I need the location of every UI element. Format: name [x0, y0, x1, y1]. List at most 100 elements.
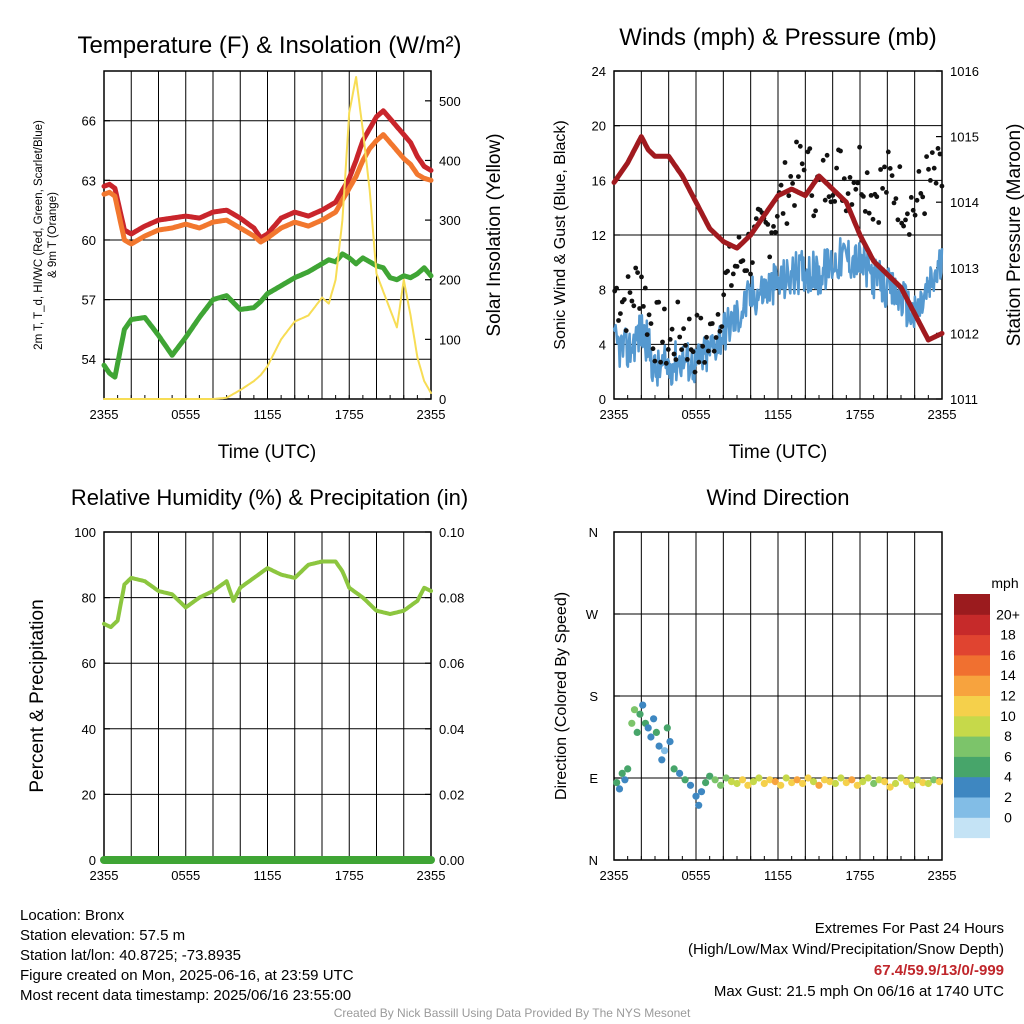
gust-point — [861, 194, 866, 199]
wind-direction-point — [853, 781, 861, 789]
gust-point — [702, 360, 707, 365]
y-tick-label-right: 0.10 — [439, 525, 464, 540]
series-line-2m-t — [101, 108, 434, 241]
chart-title-winds: Winds (mph) & Pressure (mb) — [619, 24, 936, 51]
gust-point — [771, 224, 776, 229]
colorbar-label: 8 — [1004, 728, 1012, 744]
x-tick-label: 1155 — [764, 868, 792, 883]
gust-point — [713, 335, 719, 340]
wind-direction-point — [875, 776, 883, 784]
y-tick-label-left: 24 — [592, 64, 606, 79]
y-tick-label-right: 500 — [439, 94, 461, 109]
gust-point — [652, 358, 658, 364]
gust-point — [686, 316, 692, 322]
gust-point — [788, 174, 794, 179]
colorbar-swatch — [954, 715, 990, 737]
y-tick-label-right: 0 — [439, 392, 446, 407]
chart-title-temperature: Temperature (F) & Insolation (W/m²) — [77, 32, 461, 59]
gust-point — [916, 169, 922, 174]
x-tick-label: 1755 — [846, 407, 875, 422]
gust-point — [912, 212, 918, 218]
gust-point — [709, 321, 715, 326]
gust-point — [715, 312, 721, 317]
gust-point — [834, 165, 839, 171]
gust-point — [857, 144, 862, 150]
y-tick-label-right: 0.04 — [439, 722, 464, 737]
wind-direction-point — [655, 742, 663, 750]
gust-point — [893, 196, 899, 202]
y-tick-label-right: 1016 — [950, 64, 979, 79]
colorbar-swatch — [954, 756, 990, 778]
colorbar-swatch — [954, 654, 990, 676]
wind-direction-point — [771, 778, 779, 786]
wind-direction-point — [722, 774, 730, 782]
gust-point — [864, 170, 870, 176]
gust-point — [665, 347, 671, 352]
wind-direction-point — [744, 781, 752, 789]
wind-direction-point — [749, 778, 758, 786]
wind-direction-point — [733, 779, 741, 788]
gust-point — [796, 174, 801, 180]
wind-direction-point — [782, 774, 790, 782]
y-tick-label-left: 66 — [82, 114, 96, 129]
gust-point — [704, 334, 709, 340]
x-tick-label: 2355 — [600, 868, 629, 883]
gust-point — [799, 161, 805, 167]
gust-point — [618, 311, 623, 316]
gust-point — [937, 151, 943, 157]
extremes-info: Extremes For Past 24 Hours (High/Low/Max… — [688, 918, 1004, 1002]
y-axis-label-left-temperature-1: 2m T, T_d, HI/WC (Red, Green, Scarlet/Bl… — [33, 120, 45, 350]
wind-direction-point — [859, 778, 867, 786]
series-line-relative-humidity — [102, 559, 433, 630]
x-tick-label: 2355 — [417, 407, 446, 422]
y-tick-label-left: 16 — [592, 173, 606, 188]
y-tick-label-left: 54 — [82, 352, 96, 367]
gust-point — [889, 173, 895, 179]
gust-point — [920, 194, 926, 200]
colorbar-swatch — [954, 817, 990, 839]
wind-direction-point — [897, 774, 905, 782]
wind-direction-point — [809, 778, 818, 786]
extremes-title: Extremes For Past 24 Hours — [814, 920, 1004, 937]
y-tick-label-right: 400 — [439, 153, 461, 168]
gust-point — [656, 299, 662, 305]
x-tick-label: 1755 — [335, 407, 364, 422]
wind-direction-point — [837, 774, 845, 782]
gust-point — [717, 328, 723, 334]
wind-direction-point — [881, 778, 889, 786]
gust-point — [765, 222, 771, 227]
gust-point — [646, 312, 652, 318]
gust-point — [929, 150, 935, 156]
y-tick-label-left: 40 — [82, 722, 96, 737]
x-tick-label: 0555 — [682, 407, 711, 422]
wind-direction-point — [692, 792, 700, 800]
gust-point — [734, 264, 740, 269]
gust-point — [882, 164, 887, 170]
gust-point — [669, 326, 675, 332]
gust-point — [813, 208, 818, 214]
colorbar-swatch — [954, 634, 990, 656]
gust-point — [650, 346, 656, 352]
gust-point — [641, 304, 646, 309]
gust-point — [832, 199, 838, 204]
gust-point — [753, 216, 759, 222]
wind-direction-point — [930, 776, 938, 784]
wind-direction-point — [670, 765, 678, 773]
gust-point — [849, 202, 855, 207]
wind-direction-point — [697, 788, 706, 796]
gust-point — [851, 180, 857, 186]
gust-point — [685, 357, 690, 362]
gust-point — [801, 167, 807, 173]
gust-point — [725, 268, 730, 274]
colorbar-label: 16 — [1000, 647, 1016, 663]
colorbar-label: 12 — [1000, 688, 1016, 704]
wind-direction-point — [755, 774, 763, 782]
gust-point — [887, 166, 893, 171]
y-tick-label-right: 0.06 — [439, 656, 464, 671]
station-elevation: Station elevation: 57.5 m — [20, 927, 186, 944]
gust-point — [631, 303, 637, 309]
gust-point — [696, 359, 702, 365]
wind-direction-point — [706, 772, 714, 780]
wind-direction-point — [908, 781, 916, 789]
gust-point — [719, 324, 725, 329]
